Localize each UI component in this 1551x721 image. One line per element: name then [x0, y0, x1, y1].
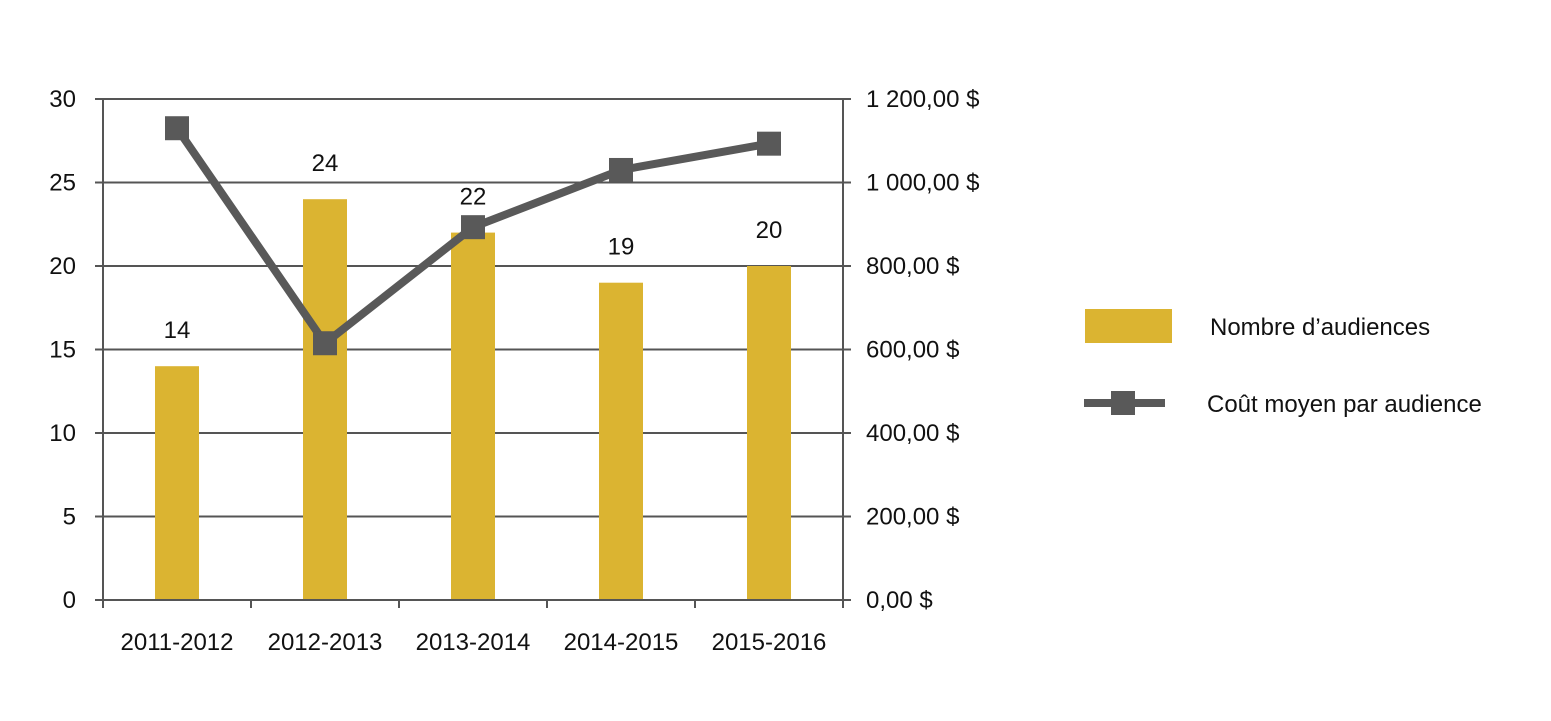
right-tick-label: 0,00 $: [866, 587, 933, 614]
axes: [95, 98, 851, 608]
right-tick-label: 800,00 $: [866, 253, 959, 280]
x-tick-label: 2015-2016: [712, 629, 827, 656]
right-tick-label: 200,00 $: [866, 504, 959, 531]
x-tick-label: 2012-2013: [268, 629, 383, 656]
bar-2011-2012: [155, 366, 199, 600]
bar-data-label: 19: [608, 234, 635, 261]
legend: Nombre d’audiences Coût moyen par audienc…: [1084, 309, 1482, 418]
legend-marker: [1111, 391, 1135, 415]
x-tick-label: 2014-2015: [564, 629, 679, 656]
bar-data-label: 20: [756, 217, 783, 244]
left-tick-label: 0: [63, 587, 76, 614]
bar-2013-2014: [451, 232, 495, 600]
bar-2014-2015: [599, 282, 643, 600]
right-tick-label: 1 200,00 $: [866, 86, 979, 113]
left-tick-label: 30: [49, 86, 76, 113]
bar-2015-2016: [747, 266, 791, 600]
left-tick-label: 5: [63, 504, 76, 531]
cost-marker-2015-2016: [757, 131, 781, 156]
left-tick-label: 15: [49, 337, 76, 364]
bar-data-label: 22: [460, 184, 487, 211]
legend-label-line: Coût moyen par audience: [1207, 391, 1482, 418]
line-series: [165, 116, 781, 356]
left-tick-label: 10: [49, 420, 76, 447]
labels: 0 5 10 15 20 25 30 0,00 $ 200,00 $ 400,00 $ 600,00…: [49, 86, 979, 656]
legend-label-bars: Nombre d’audiences: [1210, 314, 1430, 341]
bar-2012-2013: [303, 199, 347, 600]
legend-swatch-bars: [1085, 309, 1172, 343]
bar-data-label: 14: [164, 317, 191, 344]
right-tick-label: 600,00 $: [866, 337, 959, 364]
cost-marker-2014-2015: [609, 157, 633, 182]
cost-marker-2012-2013: [313, 331, 337, 356]
x-tick-label: 2013-2014: [416, 629, 531, 656]
x-tick-label: 2011-2012: [121, 629, 234, 656]
cost-marker-2011-2012: [165, 116, 189, 141]
bar-data-label: 24: [312, 150, 339, 177]
bar-series: [155, 199, 791, 600]
left-tick-label: 25: [49, 170, 76, 197]
left-tick-label: 20: [49, 253, 76, 280]
cost-marker-2013-2014: [461, 215, 485, 240]
right-tick-label: 1 000,00 $: [866, 170, 979, 197]
right-tick-label: 400,00 $: [866, 420, 959, 447]
